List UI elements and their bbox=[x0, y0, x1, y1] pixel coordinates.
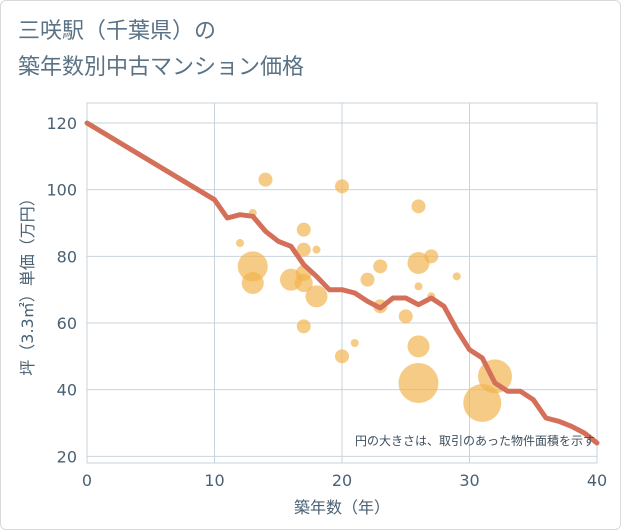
bubble-series bbox=[236, 172, 512, 422]
y-tick-label: 20 bbox=[57, 447, 77, 466]
x-tick-label: 40 bbox=[587, 471, 607, 490]
trend-line bbox=[84, 120, 600, 446]
x-axis-title: 築年数（年） bbox=[294, 498, 390, 517]
y-tick-label: 60 bbox=[57, 314, 77, 333]
bubble-point bbox=[237, 251, 268, 282]
chart-title-line2: 築年数別中古マンション価格 bbox=[18, 55, 305, 80]
plot-border bbox=[86, 102, 598, 464]
x-tick-label: 0 bbox=[82, 471, 92, 490]
y-tick-label: 80 bbox=[57, 247, 77, 266]
bubble-point bbox=[335, 349, 349, 364]
chart-title-line1: 三咲駅（千葉県）の bbox=[18, 19, 217, 44]
bubble-point bbox=[305, 285, 328, 308]
x-tick-labels: 0 10 20 30 40 bbox=[82, 471, 607, 490]
bubble-point bbox=[294, 274, 313, 292]
bubble-point bbox=[312, 245, 321, 254]
bubble-point bbox=[335, 179, 349, 194]
y-tick-label: 120 bbox=[46, 114, 77, 133]
bubble-point bbox=[398, 309, 413, 324]
bubble-point bbox=[296, 242, 311, 257]
bubble-point bbox=[350, 339, 359, 347]
bubble-point bbox=[424, 249, 439, 264]
y-tick-labels: 20 40 60 80 100 120 bbox=[46, 114, 77, 466]
size-annotation: 円の大きさは、取引のあった物件面積を示す bbox=[355, 433, 595, 448]
bubble-point bbox=[407, 335, 430, 358]
bubble-point bbox=[373, 259, 388, 274]
bubble-point bbox=[398, 363, 439, 403]
bubble-point bbox=[258, 172, 273, 187]
y-tick-label: 40 bbox=[57, 381, 77, 400]
chart-title: 三咲駅（千葉県）の 築年数別中古マンション価格 bbox=[18, 14, 304, 86]
x-tick-label: 20 bbox=[332, 471, 352, 490]
y-tick-label: 100 bbox=[46, 181, 77, 200]
bubble-point bbox=[296, 319, 311, 334]
bubble-point bbox=[407, 252, 430, 274]
bubble-point bbox=[236, 239, 244, 247]
x-tick-label: 10 bbox=[204, 471, 224, 490]
bubble-point bbox=[414, 282, 423, 291]
bubble-point bbox=[452, 272, 461, 281]
bubble-point bbox=[360, 272, 375, 287]
bubble-point bbox=[411, 199, 426, 214]
x-tick-label: 30 bbox=[459, 471, 479, 490]
bubble-point bbox=[241, 272, 264, 294]
bubble-point bbox=[296, 222, 311, 237]
bubble-point bbox=[463, 384, 502, 422]
grid-lines bbox=[86, 103, 598, 463]
y-axis-title: 坪（3.3㎡）単価（万円） bbox=[18, 190, 37, 375]
